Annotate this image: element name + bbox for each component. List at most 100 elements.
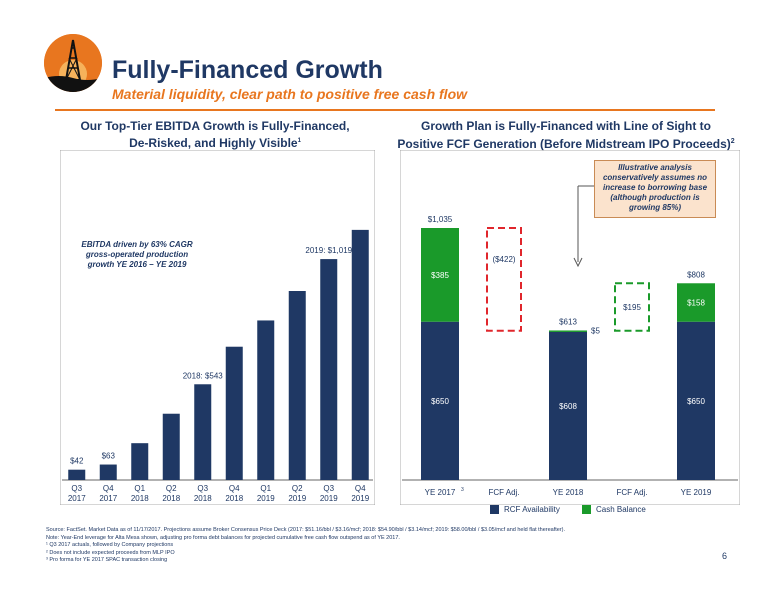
rcf-segment-label: $650 [431, 397, 449, 406]
legend-rcf-label: RCF Availability [504, 505, 560, 514]
x-tick-label: YE 2019 [681, 488, 712, 497]
legend-rcf: RCF Availability [490, 505, 560, 514]
x-tick-label: FCF Adj. [488, 488, 519, 497]
cash-segment-label: $385 [431, 271, 449, 280]
fcf-adjustment-label: ($422) [492, 255, 515, 264]
bar-total-label: $1,035 [428, 215, 453, 224]
x-tick-label-quarter: Q1 [134, 484, 145, 493]
x-tick-label-sup: 3 [461, 487, 464, 493]
x-tick-label-year: 2018 [225, 494, 243, 503]
x-tick-label-quarter: Q4 [229, 484, 240, 493]
x-tick-label-quarter: Q2 [292, 484, 303, 493]
x-tick-label-quarter: Q3 [323, 484, 334, 493]
company-logo [44, 34, 102, 92]
left-panel-title-line1: Our Top-Tier EBITDA Growth is Fully-Fina… [80, 119, 350, 133]
cash-bar [677, 283, 715, 322]
oil-derrick-icon [44, 34, 102, 92]
rcf-bar [421, 321, 459, 480]
x-tick-label-year: 2018 [162, 494, 180, 503]
callout-line4: (although production is [610, 193, 700, 202]
footnote-2: ² Does not include expected proceeds fro… [46, 549, 175, 556]
x-tick-label-year: 2017 [99, 494, 117, 503]
x-tick-label-year: 2019 [257, 494, 275, 503]
x-tick-label: FCF Adj. [616, 488, 647, 497]
page-subtitle: Material liquidity, clear path to positi… [112, 86, 468, 102]
ebitda-data-label: 2019: $1,019 [305, 246, 352, 255]
left-panel-title: Our Top-Tier EBITDA Growth is Fully-Fina… [55, 119, 375, 151]
x-tick-label-year: 2018 [131, 494, 149, 503]
footnotes: Source: FactSet. Market Data as of 11/17… [46, 527, 736, 565]
ebitda-data-label: $42 [70, 457, 84, 466]
cash-segment-label: $158 [687, 299, 705, 308]
fcf-adjustment-box [486, 227, 522, 332]
ebitda-bar [320, 259, 338, 480]
page-title: Fully-Financed Growth [112, 56, 383, 84]
callout-line5: growing 85%) [628, 203, 681, 212]
footnote-note: Note: Year-End leverage for Alta Mesa sh… [46, 534, 400, 541]
rcf-bar [677, 321, 715, 480]
footnote-1: ¹ Q3 2017 actuals, followed by Company p… [46, 542, 174, 548]
x-tick-label-quarter: Q3 [71, 484, 82, 493]
x-tick-label: YE 2018 [553, 488, 584, 497]
x-tick-label-quarter: Q3 [197, 484, 208, 493]
legend-cash-swatch [582, 505, 591, 514]
x-tick-label: YE 2017 [425, 488, 456, 497]
right-panel-title-line2: Positive FCF Generation (Before Midstrea… [397, 137, 731, 151]
fcf-adjustment-box [614, 282, 650, 332]
legend-cash-label: Cash Balance [596, 505, 646, 514]
ebitda-bar [68, 469, 86, 480]
right-panel-title: Growth Plan is Fully-Financed with Line … [396, 119, 736, 152]
ebitda-annotation: EBITDA driven by 63% CAGR gross-operated… [62, 240, 212, 270]
ebitda-bar [288, 291, 306, 480]
ebitda-bar [131, 443, 149, 480]
ebitda-bar [99, 464, 117, 480]
left-panel-title-sup: 1 [297, 138, 301, 144]
page-number: 6 [722, 551, 728, 561]
callout-line2: conservatively assumes no [602, 173, 708, 182]
callout-line1: Illustrative analysis [618, 163, 692, 172]
right-panel-title-line2-wrap: Positive FCF Generation (Before Midstrea… [396, 134, 736, 152]
callout-line3: increase to borrowing base [602, 183, 708, 192]
rcf-bar [549, 331, 587, 480]
left-panel-title-line2-wrap: De-Risked, and Highly Visible1 [55, 134, 375, 151]
ebitda-annotation-line3: growth YE 2016 – YE 2019 [87, 260, 187, 269]
callout-arrow-head [573, 257, 583, 268]
ebitda-bar [194, 384, 212, 480]
ebitda-annotation-line2: gross-operated production [85, 250, 189, 259]
ebitda-data-label: $63 [102, 452, 116, 461]
x-tick-label-year: 2018 [194, 494, 212, 503]
x-tick-label-year: 2017 [68, 494, 86, 503]
legend-cash: Cash Balance [582, 505, 646, 514]
cash-segment-label: $5 [591, 326, 600, 335]
x-tick-label-quarter: Q1 [260, 484, 271, 493]
x-tick-label-year: 2019 [351, 494, 369, 503]
liquidity-waterfall-chart: $650 $385 $1,035 YE 2017 3 FCF Adj. $608 $5 $613… [400, 150, 740, 505]
left-panel-title-line2: De-Risked, and Highly Visible [129, 136, 298, 150]
cash-bar [421, 228, 459, 322]
ebitda-data-label: 2018: $543 [183, 371, 224, 380]
bar-total-label: $808 [687, 270, 705, 279]
ebitda-annotation-line1: EBITDA driven by 63% CAGR [81, 240, 193, 249]
ebitda-bar [225, 346, 243, 480]
x-tick-label-quarter: Q2 [166, 484, 177, 493]
legend-rcf-swatch [490, 505, 499, 514]
illustrative-callout: Illustrative analysis conservatively ass… [594, 160, 716, 218]
ebitda-bar [351, 229, 369, 480]
x-tick-label-quarter: Q4 [103, 484, 114, 493]
footnote-source: Source: FactSet. Market Data as of 11/17… [46, 527, 566, 533]
right-panel-title-line1: Growth Plan is Fully-Financed with Line … [421, 119, 711, 133]
header-divider [55, 109, 715, 111]
x-tick-label-year: 2019 [288, 494, 306, 503]
x-tick-label-quarter: Q4 [355, 484, 366, 493]
cash-bar [549, 330, 587, 332]
rcf-segment-label: $650 [687, 397, 705, 406]
x-tick-label-year: 2019 [320, 494, 338, 503]
ebitda-bar [162, 413, 180, 480]
fcf-adjustment-label: $195 [623, 303, 641, 312]
footnote-3: ³ Pro forma for YE 2017 SPAC transaction… [46, 557, 168, 563]
right-panel-title-sup: 2 [730, 138, 735, 145]
ebitda-bar [257, 320, 275, 480]
rcf-segment-label: $608 [559, 402, 577, 411]
bar-total-label: $613 [559, 318, 577, 327]
